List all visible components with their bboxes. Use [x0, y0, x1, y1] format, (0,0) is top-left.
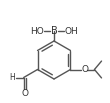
Text: O: O	[81, 65, 88, 74]
Text: OH: OH	[64, 26, 78, 36]
Text: B: B	[51, 26, 57, 36]
Text: HO: HO	[30, 26, 44, 36]
Text: H: H	[9, 73, 15, 82]
Text: O: O	[21, 88, 28, 98]
